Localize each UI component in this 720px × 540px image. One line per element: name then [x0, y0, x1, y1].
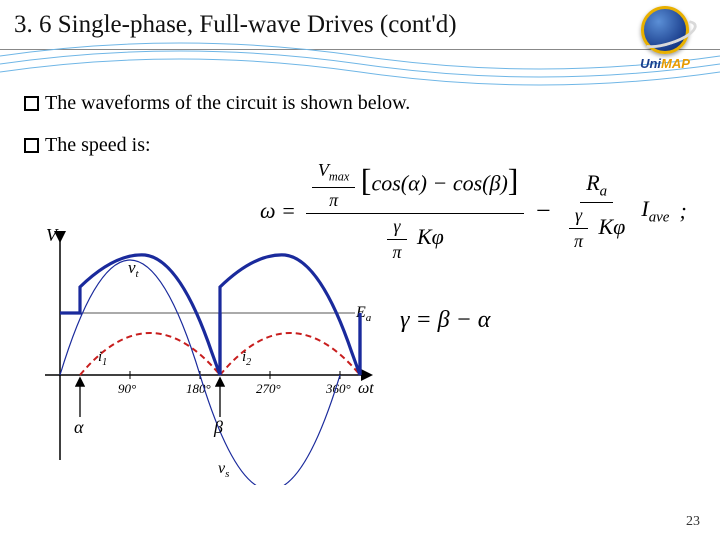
logo-map: MAP [661, 56, 690, 71]
logo-swoosh-icon [636, 14, 700, 53]
semicolon: ; [679, 198, 686, 224]
minus-1: − [432, 170, 447, 195]
vmax: V [318, 160, 329, 180]
bracket-open: [ [361, 161, 372, 197]
axis-t-label: ωt [358, 380, 374, 397]
bullet-box-icon [24, 138, 39, 153]
bullet-2: The speed is: [24, 134, 151, 157]
beta-label: β [213, 417, 223, 437]
bullet-1: The waveforms of the circuit is shown be… [24, 92, 410, 115]
logo-globe-icon [641, 6, 689, 54]
logo-uni: Uni [640, 56, 661, 71]
axis-v-label: V [46, 225, 59, 245]
ea-label: Ea [355, 304, 372, 324]
cos-alpha: cos(α) [371, 170, 427, 195]
ra: R [586, 170, 599, 195]
bracket-close: ] [508, 161, 519, 197]
vmax-sub: max [329, 170, 349, 184]
pi-1: π [323, 188, 344, 211]
minus-2: − [534, 196, 552, 226]
slide: 3. 6 Single-phase, Full-wave Drives (con… [0, 0, 720, 540]
omega-lhs: ω = [260, 198, 296, 224]
title-bar: 3. 6 Single-phase, Full-wave Drives (con… [0, 0, 720, 50]
logo: UniMAP [620, 6, 710, 76]
gamma-equation: γ = β − α [400, 307, 710, 334]
gamma-2: γ [569, 205, 588, 229]
kphi-2: Kφ [599, 214, 626, 239]
bullet-2-text: The speed is: [45, 134, 151, 157]
iave-i: I [641, 196, 648, 221]
kphi-1: Kφ [417, 224, 444, 249]
i2-curve [220, 333, 360, 375]
i2-label: i2 [242, 349, 251, 368]
bullet-1-text: The waveforms of the circuit is shown be… [45, 92, 410, 115]
alpha-label: α [74, 417, 84, 437]
waveform-diagram: V ωt Ea 90° 180° 270° 360° vs i1 i2 vt [20, 225, 390, 485]
iave-sub: ave [649, 209, 670, 225]
vs-label: vs [218, 460, 229, 480]
pi-3: π [568, 229, 589, 252]
tick-180: 180° [186, 381, 211, 396]
tick-90: 90° [118, 381, 136, 396]
ra-sub: a [600, 183, 607, 199]
logo-text: UniMAP [620, 56, 710, 71]
cos-beta: cos(β) [453, 170, 508, 195]
slide-title: 3. 6 Single-phase, Full-wave Drives (con… [14, 11, 457, 39]
page-number: 23 [686, 514, 700, 530]
bullet-box-icon [24, 96, 39, 111]
term2-fraction: Ra γ π Kφ [562, 170, 631, 252]
iave: Iave [641, 196, 669, 226]
gamma-1: γ [387, 216, 406, 240]
tick-270: 270° [256, 381, 281, 396]
